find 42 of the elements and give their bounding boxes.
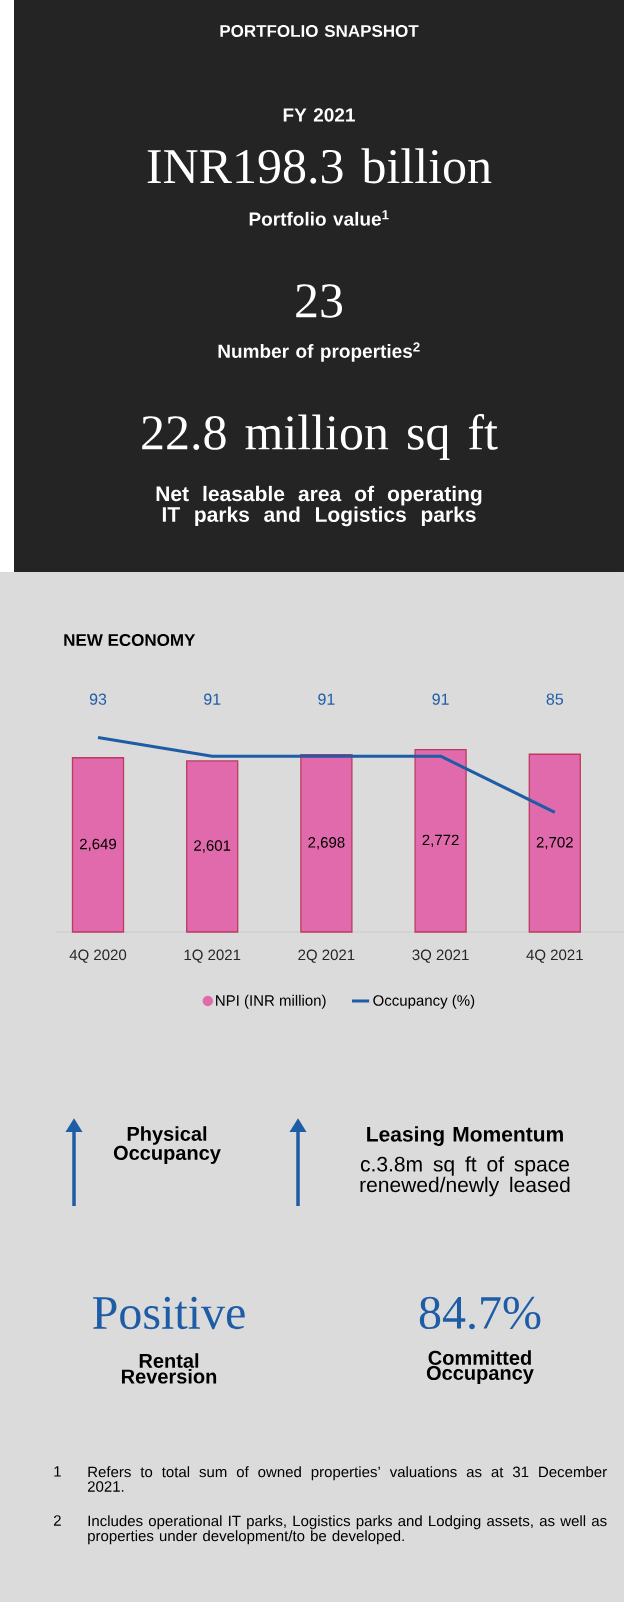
data-label: 91: [318, 693, 335, 705]
data-label: 93: [89, 693, 106, 705]
data-label: 85: [546, 693, 563, 705]
text: FY 2021: [283, 108, 355, 122]
x-tick-label: 4Q 2021: [526, 949, 583, 963]
data-label: 91: [432, 693, 449, 705]
text: INR198.3 billion: [147, 148, 492, 184]
text: 23: [296, 284, 342, 318]
text: 1: [54, 1466, 61, 1477]
bar: [528, 753, 581, 933]
bar: [300, 753, 353, 933]
data-label: 2,698: [308, 837, 345, 850]
text: PORTFOLIO SNAPSHOT: [220, 24, 419, 38]
bar: [185, 760, 239, 933]
text: Number of properties$^{2}$: [218, 342, 420, 362]
legend-label: NPI (INR million): [215, 994, 326, 1009]
text: Leasing Momentum: [366, 1126, 563, 1146]
text: Committed Occupancy: [426, 1350, 534, 1385]
x-tick-label: 2Q 2021: [298, 949, 355, 963]
text: Net leasable area of operating IT parks and Logistics parks: [156, 485, 482, 527]
chart-title: NEW ECONOMY: [64, 633, 195, 647]
data-label: 91: [203, 693, 221, 705]
text: Portfolio value$^{1}$: [249, 210, 389, 226]
data-label: 2,601: [194, 840, 231, 853]
text: Rental Reversion: [121, 1353, 216, 1384]
data-label: 2,772: [422, 834, 459, 848]
legend-label: Occupancy (%): [373, 994, 474, 1009]
text: 2: [53, 1515, 61, 1526]
x-tick-label: 1Q 2021: [184, 949, 241, 963]
text: Positive: [92, 1296, 245, 1330]
text: Includes operational IT parks, Logistics parks and Lodging assets, as well as properties under development/to be developed.: [87, 1515, 607, 1545]
text: 84.7%: [419, 1296, 541, 1330]
bar: [414, 749, 467, 933]
data-label: 2,649: [79, 838, 116, 852]
text: Refers to total sum of owned properties’ valuations as at 31 December 2021.: [87, 1466, 607, 1492]
bar: [71, 757, 124, 933]
text: c.3.8m sq ft of space renewed/newly leased: [360, 1156, 570, 1197]
text: Physical Occupancy: [113, 1126, 221, 1164]
data-label: 2,702: [536, 836, 573, 850]
x-tick-label: 4Q 2020: [69, 949, 126, 963]
x-tick-label: 3Q 2021: [412, 949, 469, 963]
text: 22.8 million sq ft: [142, 414, 498, 460]
